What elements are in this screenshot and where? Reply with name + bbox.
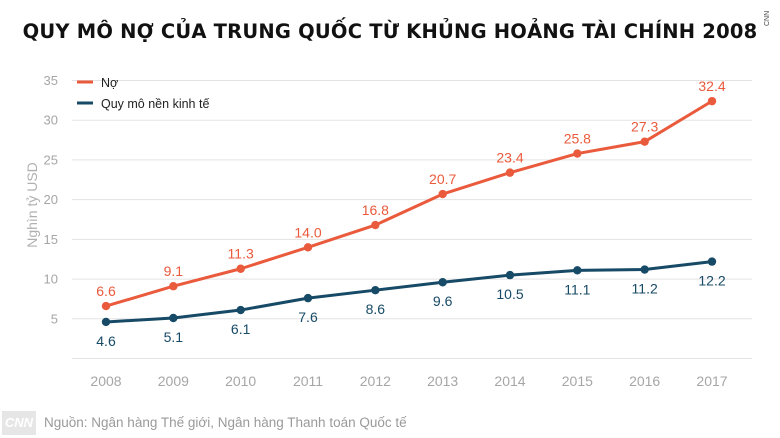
data-point-debt bbox=[573, 149, 582, 158]
y-tick-label: 15 bbox=[44, 232, 58, 247]
chart-title: QUY MÔ NỢ CỦA TRUNG QUỐC TỪ KHỦNG HOẢNG … bbox=[22, 20, 758, 43]
y-tick-label: 20 bbox=[44, 192, 58, 207]
data-point-economy bbox=[707, 257, 717, 266]
data-point-economy bbox=[236, 305, 245, 315]
y-tick-label: 30 bbox=[44, 113, 58, 128]
data-point-economy bbox=[640, 265, 649, 274]
data-label-economy: 8.6 bbox=[366, 301, 386, 317]
legend-label-debt: Nợ bbox=[101, 76, 118, 90]
data-point-economy bbox=[505, 270, 515, 280]
data-label-economy: 11.1 bbox=[564, 281, 590, 297]
data-label-economy: 4.6 bbox=[96, 333, 116, 349]
data-label-debt: 9.1 bbox=[164, 263, 184, 279]
x-tick-label: 2016 bbox=[629, 373, 660, 389]
data-label-economy: 9.6 bbox=[433, 293, 453, 309]
series-line-economy bbox=[104, 260, 714, 324]
data-point-economy bbox=[169, 313, 178, 323]
data-point-economy bbox=[573, 266, 582, 275]
data-label-economy: 11.2 bbox=[632, 281, 658, 297]
series-debt: 6.6 9.1 11.3 14.0 16.8 20.7 23.4 25.8 27.3 32.4 bbox=[96, 78, 726, 311]
x-tick-label: 2012 bbox=[360, 373, 391, 389]
data-point-debt bbox=[707, 96, 717, 106]
data-label-debt: 6.6 bbox=[96, 283, 116, 299]
data-label-debt: 23.4 bbox=[496, 150, 523, 166]
data-label-debt: 20.7 bbox=[429, 171, 456, 187]
x-tick-label: 2017 bbox=[696, 373, 727, 389]
data-label-debt: 25.8 bbox=[564, 131, 591, 147]
data-point-debt bbox=[371, 220, 380, 230]
data-label-economy: 7.6 bbox=[298, 309, 318, 325]
series-economy: 4.6 5.1 6.1 7.6 8.6 9.6 10.5 11.1 11.2 12.2 bbox=[96, 257, 726, 349]
data-label-economy: 6.1 bbox=[231, 321, 251, 337]
x-tick-label: 2014 bbox=[494, 373, 525, 389]
data-point-debt bbox=[169, 282, 178, 291]
data-label-debt: 32.4 bbox=[698, 78, 725, 94]
x-tick-label: 2015 bbox=[562, 373, 593, 389]
data-point-economy bbox=[303, 293, 313, 303]
x-tick-label: 2011 bbox=[293, 373, 323, 389]
legend-label-economy: Quy mô nền kinh tế bbox=[101, 97, 209, 111]
cnn-logo: CNN bbox=[2, 411, 36, 435]
data-label-economy: 10.5 bbox=[496, 286, 523, 302]
source-note: Nguồn: Ngân hàng Thế giới, Ngân hàng Tha… bbox=[44, 415, 407, 430]
y-tick-label: 25 bbox=[44, 152, 58, 167]
y-tick-label: 5 bbox=[51, 311, 58, 326]
y-tick-label: 10 bbox=[44, 272, 58, 287]
chart-legend: Nợ Quy mô nền kinh tế bbox=[77, 76, 209, 111]
data-label-debt: 27.3 bbox=[631, 119, 658, 135]
data-point-debt bbox=[438, 189, 447, 199]
data-label-debt: 11.3 bbox=[228, 246, 254, 262]
chart-grid bbox=[72, 80, 752, 359]
y-axis-ticks: 5 10 15 20 25 30 35 bbox=[44, 73, 58, 326]
data-point-debt bbox=[303, 243, 313, 252]
data-point-debt bbox=[101, 301, 111, 311]
x-tick-label: 2008 bbox=[90, 373, 121, 389]
x-tick-label: 2010 bbox=[225, 373, 256, 389]
x-tick-label: 2009 bbox=[158, 373, 189, 389]
data-label-economy: 5.1 bbox=[164, 329, 184, 345]
data-point-economy bbox=[371, 285, 380, 295]
x-axis-ticks: 2008 2009 2010 2011 2012 2013 2014 2015 2016 2017 bbox=[90, 373, 727, 389]
chart-series: 6.6 9.1 11.3 14.0 16.8 20.7 23.4 25.8 27.3 32.4 4.… bbox=[96, 78, 726, 349]
data-point-debt bbox=[640, 137, 649, 146]
series-line-debt bbox=[104, 99, 714, 308]
y-tick-label: 35 bbox=[44, 73, 58, 88]
data-point-economy bbox=[101, 317, 111, 327]
data-point-debt bbox=[236, 264, 245, 273]
data-label-debt: 16.8 bbox=[362, 202, 389, 218]
data-label-economy: 12.2 bbox=[698, 273, 725, 289]
data-label-debt: 14.0 bbox=[294, 224, 321, 240]
data-point-economy bbox=[438, 278, 447, 287]
x-tick-label: 2013 bbox=[427, 373, 458, 389]
y-axis-label: Nghìn tỷ USD bbox=[24, 162, 40, 248]
data-point-debt bbox=[505, 168, 515, 177]
